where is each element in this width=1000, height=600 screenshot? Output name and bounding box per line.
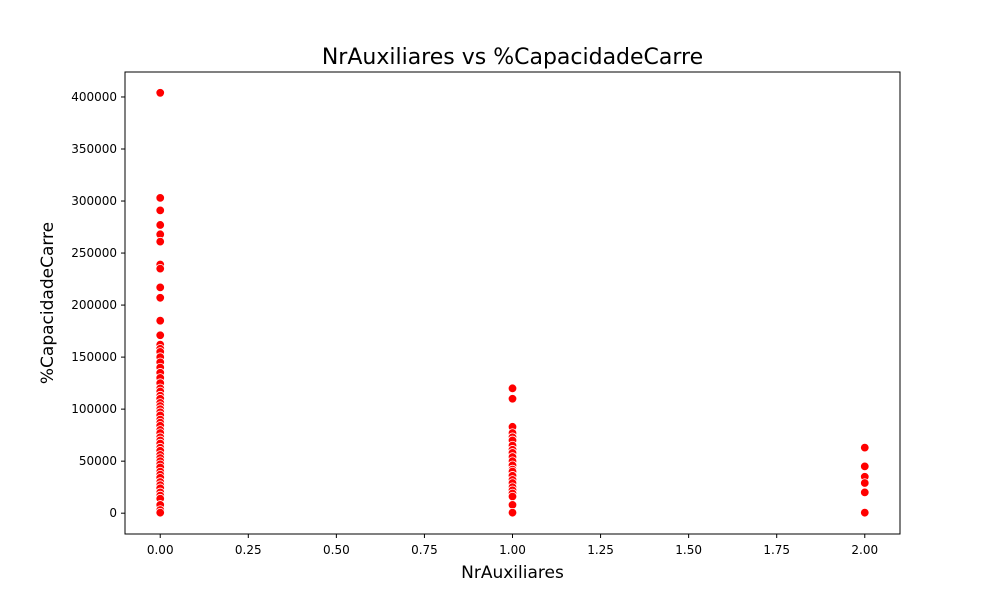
data-point: [155, 88, 165, 98]
data-point: [155, 315, 165, 326]
data-point: [860, 478, 870, 488]
x-tick-label: 1.75: [763, 543, 790, 557]
x-tick-label: 0.25: [235, 543, 262, 557]
y-tick-label: 50000: [79, 454, 117, 468]
y-axis-label: %CapacidadeCarre: [38, 222, 58, 384]
x-axis-label: NrAuxiliares: [461, 563, 564, 583]
x-tick-label: 0.00: [147, 543, 174, 557]
y-tick-label: 350000: [71, 142, 117, 156]
x-tick-label: 0.75: [411, 543, 438, 557]
y-tick-label: 0: [109, 506, 117, 520]
y-tick-label: 200000: [71, 298, 117, 312]
data-point: [507, 394, 518, 404]
data-point: [155, 220, 165, 230]
data-point: [860, 442, 870, 453]
data-point: [860, 507, 870, 518]
x-tick-label: 1.50: [675, 543, 702, 557]
x-tick-label: 1.00: [499, 543, 526, 557]
data-point: [155, 236, 165, 247]
data-point: [860, 487, 870, 498]
y-tick-label: 250000: [71, 246, 117, 260]
chart-title: NrAuxiliares vs %CapacidadeCarre: [322, 45, 703, 70]
data-point: [155, 263, 165, 274]
ticks: 0.00 0.25 0.50 0.75 1.00 1.25 1.50 1.75 2.00 0 500…: [71, 90, 878, 557]
y-tick-label: 400000: [71, 90, 117, 104]
x-tick-label: 0.50: [323, 543, 350, 557]
data-points: [155, 88, 870, 518]
data-point: [155, 205, 165, 216]
data-point: [155, 507, 165, 518]
data-point: [507, 500, 518, 510]
data-point: [860, 461, 870, 472]
plot-area-frame: [124, 71, 901, 535]
x-tick-label: 1.25: [587, 543, 614, 557]
y-tick-label: 300000: [71, 194, 117, 208]
x-tick-label: 2.00: [851, 543, 878, 557]
data-point: [155, 293, 165, 303]
y-tick-label: 100000: [71, 402, 117, 416]
data-point: [507, 507, 518, 518]
data-point: [155, 330, 165, 340]
data-point: [155, 193, 165, 203]
data-point: [155, 282, 165, 293]
y-tick-label: 150000: [71, 350, 117, 364]
data-point: [507, 491, 518, 502]
data-point: [507, 383, 518, 394]
